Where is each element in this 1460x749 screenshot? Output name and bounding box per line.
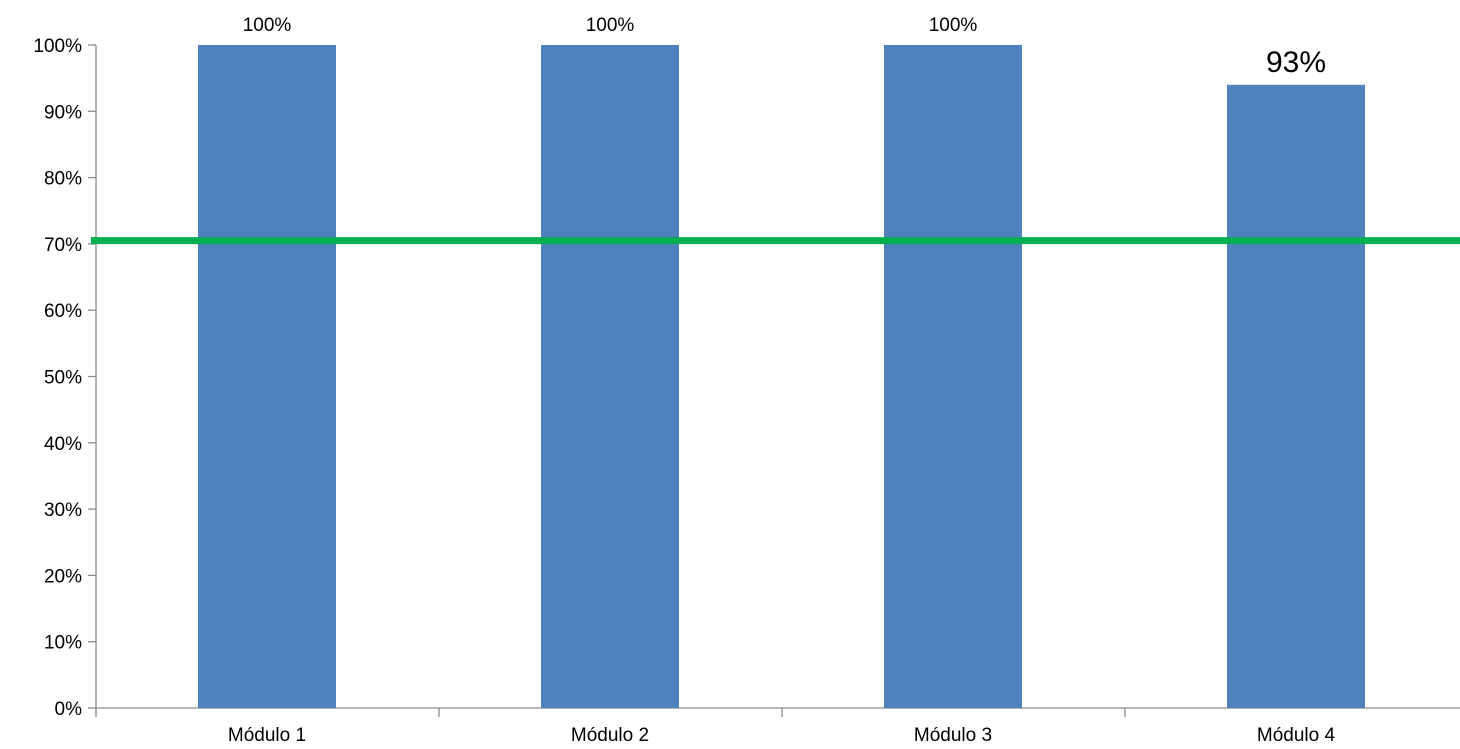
bar	[884, 45, 1022, 708]
y-axis: 0% 10% 20% 30% 40% 50% 60% 70% 80% 90% 100%	[33, 36, 97, 720]
bar-series	[198, 45, 1365, 708]
x-tick-label: Módulo 2	[571, 725, 649, 746]
y-tick-label: 30%	[44, 500, 82, 521]
data-label: 100%	[586, 15, 635, 36]
y-tick-label: 70%	[44, 235, 82, 256]
y-tick-label: 10%	[44, 633, 82, 654]
y-tick-label: 0%	[55, 699, 83, 720]
x-tick-label: Módulo 4	[1257, 725, 1336, 746]
x-tick-label: Módulo 1	[228, 725, 306, 746]
y-tick-label: 60%	[44, 301, 82, 322]
bar	[1227, 84, 1365, 708]
bar	[541, 45, 679, 708]
y-tick-label: 80%	[44, 169, 82, 190]
data-label: 100%	[243, 15, 292, 36]
y-tick-label: 20%	[44, 566, 82, 587]
y-tick-label: 40%	[44, 434, 82, 455]
data-label: 93%	[1266, 46, 1326, 79]
y-tick-label: 50%	[44, 368, 82, 389]
data-labels: 100% 100% 100% 93%	[243, 15, 1326, 79]
y-tick-label: 100%	[33, 36, 82, 57]
bar	[198, 45, 336, 708]
x-axis: Módulo 1 Módulo 2 Módulo 3 Módulo 4	[95, 707, 1460, 746]
x-tick-label: Módulo 3	[914, 725, 992, 746]
data-label: 100%	[929, 15, 978, 36]
y-tick-label: 90%	[44, 102, 82, 123]
